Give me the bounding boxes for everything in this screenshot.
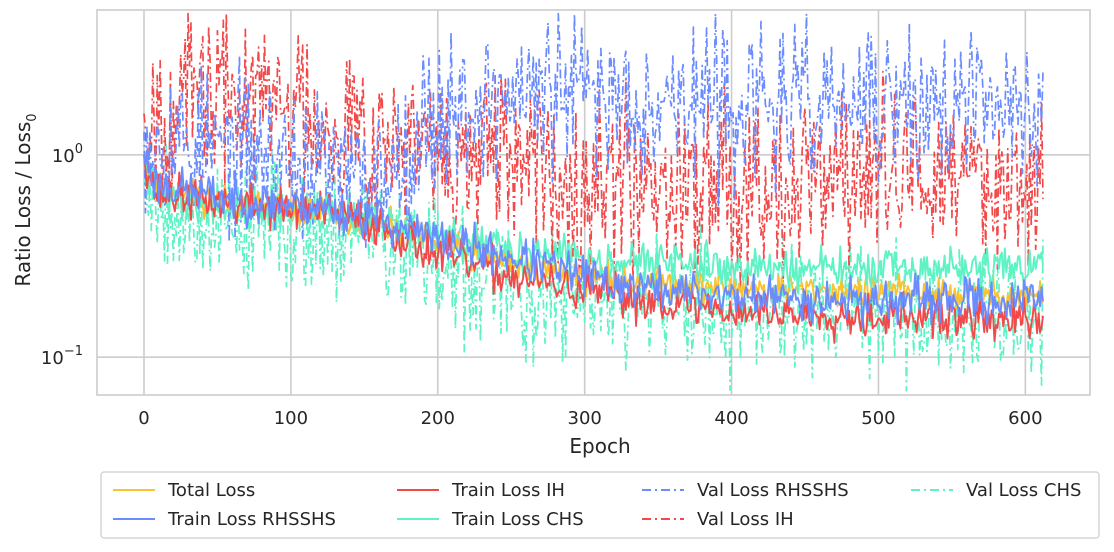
- legend-label: Val Loss RHSSHS: [697, 480, 849, 501]
- series-line-val-loss-chs: [143, 143, 1044, 392]
- legend-frame: [100, 471, 1100, 539]
- x-tick-label: 500: [861, 408, 895, 429]
- x-axis-label: Epoch: [569, 434, 630, 458]
- y-tick-label: 10−1: [41, 344, 83, 369]
- x-tick-label: 400: [714, 408, 748, 429]
- x-tick-label: 300: [568, 408, 602, 429]
- legend-label: Val Loss CHS: [966, 480, 1081, 501]
- x-tick-label: 200: [421, 408, 455, 429]
- series-layer: [143, 12, 1044, 392]
- series-line-val-loss-rhsshs: [143, 12, 1044, 249]
- x-tick-label: 0: [138, 408, 149, 429]
- x-tick-labels: 0 100 200 300 400 500 600: [138, 408, 1042, 429]
- y-tick-label: 100: [52, 142, 83, 167]
- plot-frame: [96, 9, 1091, 396]
- y-axis-label: Ratio Loss / Loss0: [11, 113, 40, 286]
- legend-label: Train Loss IH: [451, 480, 565, 501]
- y-tick-labels: 10−1 100: [41, 142, 83, 369]
- series-line-train-loss-rhsshs: [143, 149, 1044, 329]
- legend-label: Total Loss: [167, 480, 255, 501]
- series-line-train-loss-chs: [143, 154, 1044, 296]
- legend: Total Loss Train Loss RHSSHS Train Loss IH…: [100, 471, 1100, 539]
- x-tick-label: 600: [1008, 408, 1042, 429]
- legend-label: Train Loss RHSSHS: [167, 509, 336, 530]
- x-tick-label: 100: [274, 408, 308, 429]
- legend-label: Train Loss CHS: [451, 509, 584, 530]
- series-line-val-loss-ih: [143, 12, 1044, 299]
- legend-label: Val Loss IH: [697, 509, 794, 530]
